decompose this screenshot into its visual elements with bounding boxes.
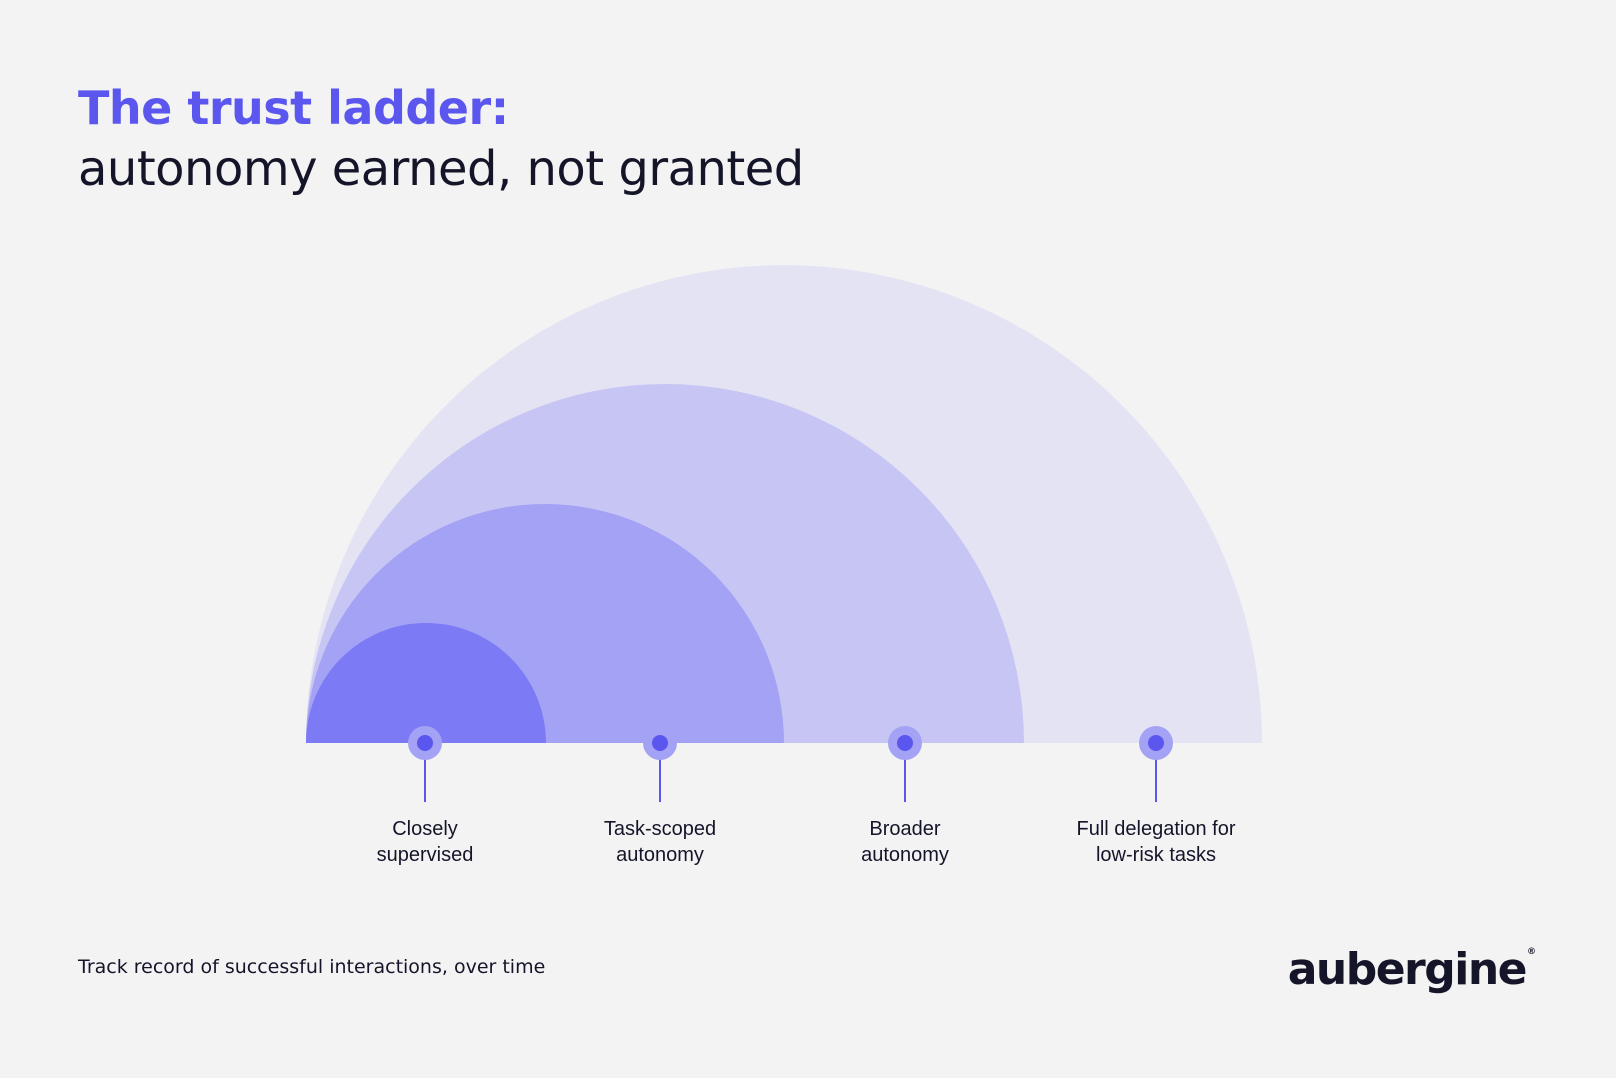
arc-closely-supervised <box>306 623 546 743</box>
stage-marker-task-scoped-autonomy <box>643 726 677 802</box>
stage-label-broader-autonomy: Broader autonomy <box>861 818 949 866</box>
marker-dot <box>897 735 913 751</box>
stage-label-closely-supervised: Closely supervised <box>376 818 474 866</box>
registered-mark: ® <box>1527 947 1536 957</box>
marker-dot <box>1148 735 1164 751</box>
title-accent: The trust ladder: <box>78 81 509 135</box>
marker-dot <box>417 735 433 751</box>
stage-marker-broader-autonomy <box>888 726 922 802</box>
marker-dot <box>652 735 668 751</box>
aubergine-logo: aubergine® <box>1288 948 1536 992</box>
stage-marker-full-delegation <box>1139 726 1173 802</box>
stage-label-task-scoped-autonomy: Task-scoped autonomy <box>603 818 717 866</box>
title-main: autonomy earned, not granted <box>78 141 804 197</box>
logo-wordmark: aubergine <box>1287 944 1528 995</box>
stage-marker-closely-supervised <box>408 726 442 802</box>
stage-label-full-delegation: Full delegation for low-risk tasks <box>1076 818 1236 866</box>
footer-caption: Track record of successful interactions,… <box>78 956 546 978</box>
